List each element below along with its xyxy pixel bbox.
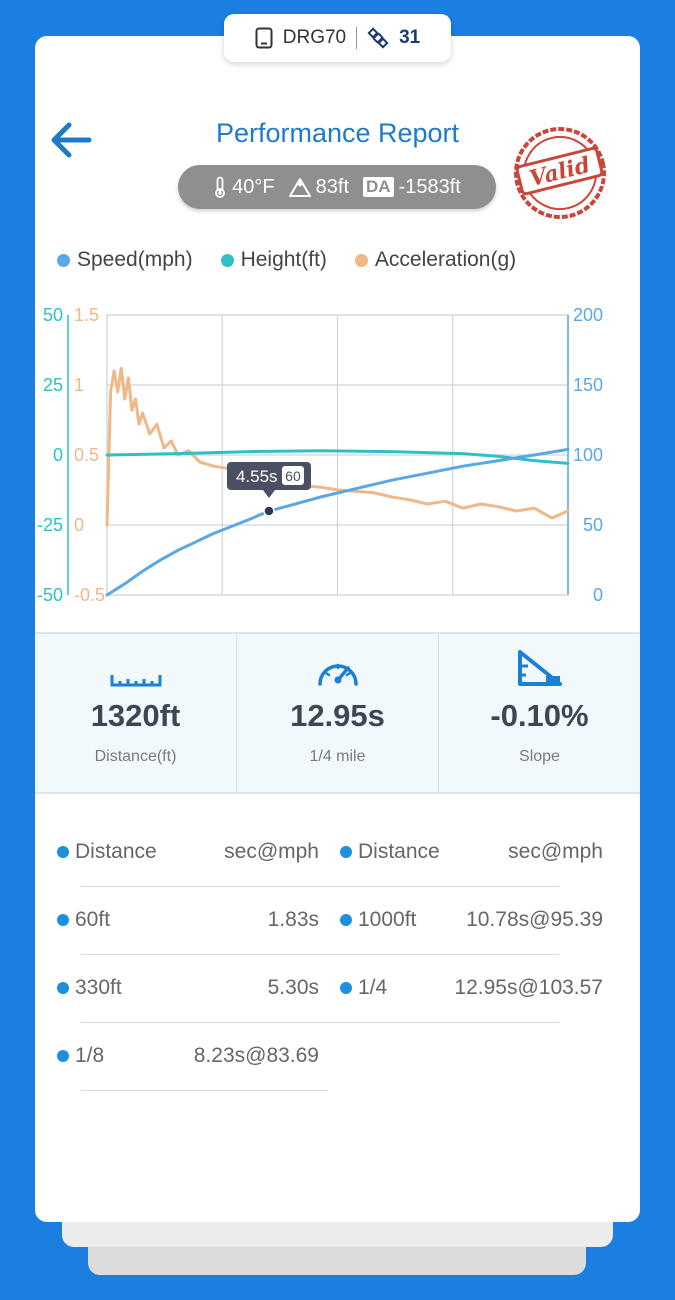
bullet-icon xyxy=(340,846,352,858)
height-tick-label: -50 xyxy=(37,585,63,605)
quarter-mile-value: 12.95s xyxy=(290,698,385,733)
satellite-count: 31 xyxy=(399,27,421,48)
slope-label: Slope xyxy=(519,748,560,765)
header-distance-right: Distance xyxy=(358,840,440,863)
table-row: 60ft 1.83s 1000ft 10.78s@95.39 xyxy=(35,886,640,955)
stat-quarter-mile: 12.95s 1/4 mile xyxy=(236,634,438,792)
split-time: 8.23s@83.69 xyxy=(193,1044,319,1067)
stat-distance: 1320ft Distance(ft) xyxy=(35,634,236,792)
device-name: DRG70 xyxy=(282,27,347,48)
legend-speed[interactable]: Speed(mph) xyxy=(57,248,193,272)
stat-slope: -0.10% Slope xyxy=(438,634,640,792)
valid-stamp: Valid xyxy=(514,127,606,219)
bullet-icon xyxy=(340,982,352,994)
header-time-left: sec@mph xyxy=(224,840,319,863)
speed-tick-label: 200 xyxy=(573,305,603,325)
table-row: 1/8 8.23s@83.69 xyxy=(35,1022,640,1091)
divider xyxy=(81,1090,328,1091)
acceleration-tick-label: 1.5 xyxy=(74,305,99,325)
split-distance: 1/8 xyxy=(75,1044,105,1067)
divider xyxy=(81,954,559,955)
divider xyxy=(81,886,559,887)
separator xyxy=(356,27,358,49)
header-time-right: sec@mph xyxy=(508,840,603,863)
bullet-icon xyxy=(340,914,352,926)
temperature-value: 40°F xyxy=(232,175,275,198)
table-row: 330ft 5.30s 1/4 12.95s@103.57 xyxy=(35,954,640,1023)
height-tick-label: -25 xyxy=(37,515,63,535)
density-altitude: DA -1583ft xyxy=(363,176,461,199)
height-tick-label: 50 xyxy=(43,305,63,325)
tooltip-time: 4.55s xyxy=(236,467,278,486)
split-time: 10.78s@95.39 xyxy=(466,908,603,931)
acceleration-tick-label: 1 xyxy=(74,375,84,395)
satellite-icon xyxy=(367,27,389,49)
distance-value: 1320ft xyxy=(90,698,181,733)
tooltip-badge-value: 60 xyxy=(285,468,301,484)
bullet-icon xyxy=(57,1050,69,1062)
legend-height-label: Height(ft) xyxy=(240,248,327,271)
legend-acceleration[interactable]: Acceleration(g) xyxy=(354,248,517,272)
acceleration-tick-label: 0 xyxy=(74,515,84,535)
altitude: 83ft xyxy=(288,175,349,199)
split-time: 1.83s xyxy=(267,908,319,931)
speed-tick-label: 50 xyxy=(583,515,603,535)
speed-dot-icon xyxy=(57,253,70,267)
legend-height[interactable]: Height(ft) xyxy=(220,248,327,272)
conditions-pill: 40°F 83ft DA -1583ft xyxy=(178,165,496,209)
tooltip-marker xyxy=(263,505,275,517)
height-dot-icon xyxy=(220,253,234,267)
legend-speed-label: Speed(mph) xyxy=(77,248,193,271)
density-altitude-value: -1583ft xyxy=(398,175,461,198)
height-series-line xyxy=(105,449,570,465)
bullet-icon xyxy=(57,914,69,926)
mountain-icon xyxy=(288,178,311,197)
slope-icon xyxy=(517,650,562,686)
tooltip-pointer xyxy=(262,490,275,498)
quarter-mile-label: 1/4 mile xyxy=(309,748,366,765)
arrow-left-icon[interactable] xyxy=(47,116,95,164)
speed-tick-label: 100 xyxy=(573,445,603,465)
tablet-icon xyxy=(255,27,273,49)
slope-value: -0.10% xyxy=(490,698,589,733)
speedometer-icon xyxy=(317,663,358,686)
page-title: Performance Report xyxy=(215,118,460,148)
header-distance-left: Distance xyxy=(75,840,157,863)
acceleration-dot-icon xyxy=(354,253,368,267)
acceleration-tick-label: 0.5 xyxy=(74,445,99,465)
height-tick-label: 25 xyxy=(43,375,63,395)
acceleration-tick-label: -0.5 xyxy=(74,585,105,605)
temperature: 40°F xyxy=(213,175,275,199)
height-tick-label: 0 xyxy=(53,445,63,465)
speed-tick-label: 150 xyxy=(573,375,603,395)
da-icon: DA xyxy=(363,177,394,197)
stats-panel: 1320ft Distance(ft) 12.95s 1/4 mile xyxy=(35,632,640,794)
altitude-value: 83ft xyxy=(315,175,349,198)
distance-label: Distance(ft) xyxy=(94,748,177,765)
tooltip-badge xyxy=(281,466,304,485)
legend-acceleration-label: Acceleration(g) xyxy=(374,248,517,271)
ruler-icon xyxy=(110,675,161,687)
split-distance: 1/4 xyxy=(358,976,388,999)
performance-chart[interactable]: 50 25 0 -25 -50 1.5 1 0.5 0 -0.5 200 150 100 50 0 4.55s… xyxy=(35,288,640,608)
split-distance: 1000ft xyxy=(358,908,417,931)
bullet-icon xyxy=(57,982,69,994)
bullet-icon xyxy=(57,846,69,858)
report-card: Performance Report 40°F 83ft DA -1583ft xyxy=(35,36,640,1222)
device-pill[interactable]: DRG70 31 xyxy=(224,14,451,62)
chart-legend: Speed(mph) Height(ft) Acceleration(g) xyxy=(57,248,516,272)
table-header-row: Distance sec@mph Distance sec@mph xyxy=(35,818,640,887)
split-distance: 330ft xyxy=(75,976,122,999)
split-distance: 60ft xyxy=(75,908,111,931)
split-time: 5.30s xyxy=(267,976,319,999)
speed-tick-label: 0 xyxy=(593,585,603,605)
split-time: 12.95s@103.57 xyxy=(454,976,603,999)
thermometer-icon xyxy=(215,176,226,198)
divider xyxy=(81,1022,559,1023)
